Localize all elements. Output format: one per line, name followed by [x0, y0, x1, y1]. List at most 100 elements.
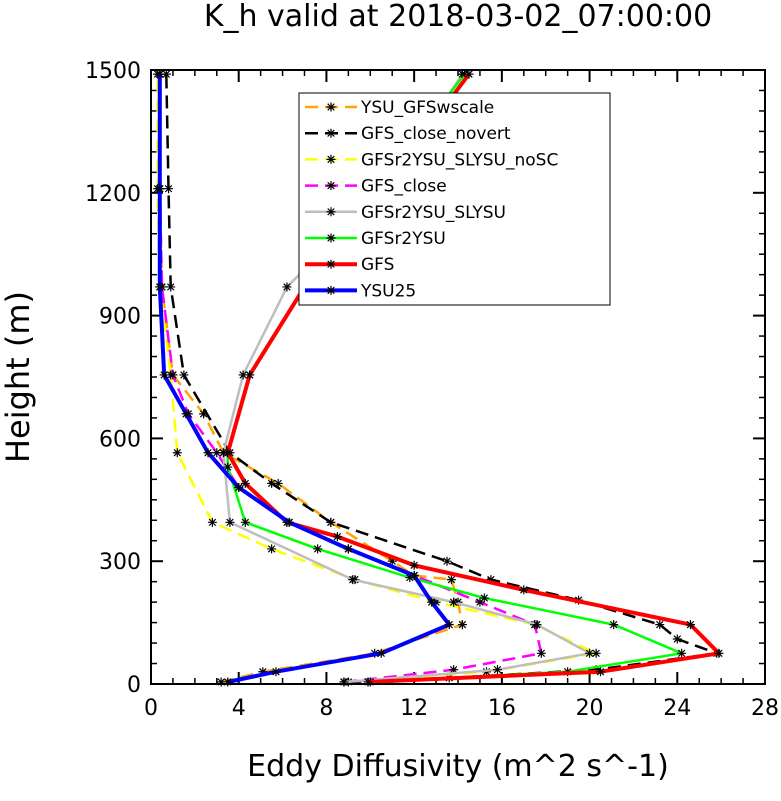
- data-point-ysu-gfswscale: [199, 409, 209, 419]
- data-point-gfsr2ysu: [405, 573, 415, 583]
- data-point-gfsr2ysu: [609, 620, 619, 630]
- y-tick-label: 1200: [85, 182, 141, 207]
- data-point-ysu25: [409, 571, 419, 581]
- data-point-gfs: [519, 585, 529, 595]
- data-point-gfsr2ysu-slysu: [449, 597, 459, 607]
- data-point-gfs-close-novert: [179, 370, 189, 380]
- legend-marker-gfs-close: [326, 181, 336, 191]
- legend-label-gfsr2ysu-slysu: GFSr2YSU_SLYSU: [361, 203, 506, 223]
- data-point-gfs-close-novert: [672, 634, 682, 644]
- data-point-gfs: [409, 560, 419, 570]
- legend-label-ysu-gfswscale: YSU_GFSwscale: [360, 98, 494, 118]
- data-point-ysu-gfswscale: [216, 677, 226, 687]
- data-point-ysu25: [234, 483, 244, 493]
- legend-label-ysu25: YSU25: [360, 281, 416, 301]
- data-point-ysu25: [181, 409, 191, 419]
- legend-label-gfsr2ysu-slysu-nosc: GFSr2YSU_SLYSU_noSC: [361, 150, 558, 170]
- legend-marker-gfsr2ysu: [326, 233, 336, 243]
- x-tick-label: 16: [488, 696, 516, 721]
- data-point-ysu25: [427, 597, 437, 607]
- data-point-ysu25: [343, 544, 353, 554]
- data-point-ysu25: [271, 667, 281, 677]
- legend-marker-gfsr2ysu-slysu: [326, 207, 336, 217]
- legend: YSU_GFSwscale GFS_close_novert GFSr2YSU_SL…: [298, 92, 611, 306]
- data-point-gfsr2ysu-slysu: [348, 575, 358, 585]
- legend-label-gfs-close: GFS_close: [361, 177, 447, 197]
- legend-label-gfsr2ysu: GFSr2YSU: [361, 229, 446, 249]
- x-tick-label: 12: [400, 696, 428, 721]
- data-point-ysu-gfswscale: [273, 478, 283, 488]
- data-point-gfsr2ysu-slysu: [238, 370, 248, 380]
- series-line-gfs-close: [158, 74, 543, 684]
- legend-marker-gfsr2ysu-slysu-nosc: [326, 154, 336, 164]
- x-tick-label: 4: [232, 696, 246, 721]
- data-point-gfsr2ysu: [240, 517, 250, 527]
- data-point-gfsr2ysu-slysu-nosc: [591, 648, 601, 658]
- data-point-gfsr2ysu: [677, 648, 687, 658]
- chart-title: K_h valid at 2018-03-02_07:00:00: [204, 0, 712, 34]
- data-point-ysu25: [376, 648, 386, 658]
- data-point-gfs-close: [475, 597, 485, 607]
- data-point-ysu25: [203, 448, 213, 458]
- data-point-gfs-close-novert: [326, 517, 336, 527]
- data-point-gfs-close-novert: [442, 556, 452, 566]
- data-point-gfs: [363, 677, 373, 687]
- data-point-ysu-gfswscale: [387, 556, 397, 566]
- series-gfs: [223, 69, 724, 687]
- data-point-ysu25: [444, 620, 454, 630]
- data-point-gfsr2ysu-slysu: [585, 648, 595, 658]
- data-point-gfs-close-novert: [164, 184, 174, 194]
- plot-frame: [150, 69, 766, 685]
- data-point-gfsr2ysu-slysu: [339, 677, 349, 687]
- y-tick-label: 0: [127, 673, 141, 698]
- legend-box: [298, 92, 611, 306]
- x-tick-label: 28: [751, 696, 779, 721]
- data-point-gfs: [332, 532, 342, 542]
- data-point-gfs-close-novert: [486, 575, 496, 585]
- data-point-gfs-close-novert: [655, 620, 665, 630]
- y-tick-label: 600: [99, 427, 141, 452]
- legend-label-gfs: GFS: [361, 255, 394, 275]
- data-point-gfsr2ysu-slysu: [532, 620, 542, 630]
- legend-marker-ysu25: [326, 285, 336, 295]
- x-tick-label: 20: [576, 696, 604, 721]
- data-point-ysu-gfswscale: [457, 620, 467, 630]
- data-point-gfs: [596, 667, 606, 677]
- y-axis-label: Height (m): [0, 291, 37, 463]
- data-point-ysu-gfswscale: [446, 575, 456, 585]
- data-point-gfs: [240, 478, 250, 488]
- legend-label-gfs-close-novert: GFS_close_novert: [361, 124, 511, 144]
- data-point-gfsr2ysu-slysu: [225, 517, 235, 527]
- x-tick-label: 24: [663, 696, 691, 721]
- data-point-ysu25: [155, 69, 165, 79]
- data-point-gfs: [223, 448, 233, 458]
- data-point-gfsr2ysu-slysu-nosc: [207, 517, 217, 527]
- data-point-gfs: [714, 648, 724, 658]
- legend-marker-gfs-close-novert: [326, 128, 336, 138]
- data-point-gfsr2ysu: [223, 462, 233, 472]
- data-point-gfsr2ysu-slysu-nosc: [267, 544, 277, 554]
- y-tick-label: 300: [99, 550, 141, 575]
- data-point-gfs-close-novert: [161, 69, 171, 79]
- data-point-gfs-close: [212, 448, 222, 458]
- data-point-ysu25: [223, 677, 233, 687]
- data-point-gfs-close-novert: [591, 665, 601, 675]
- data-point-gfsr2ysu-slysu: [282, 282, 292, 292]
- data-point-gfs-close-novert: [267, 478, 277, 488]
- legend-marker-ysu-gfswscale: [326, 102, 336, 112]
- data-point-ysu25: [284, 517, 294, 527]
- data-point-ysu-gfswscale: [258, 667, 268, 677]
- y-tick-label: 1500: [85, 59, 141, 84]
- x-tick-label: 8: [319, 696, 333, 721]
- data-point-gfs-close: [536, 648, 546, 658]
- data-point-gfs-close: [168, 370, 178, 380]
- data-point-gfs-close-novert: [166, 282, 176, 292]
- data-point-gfsr2ysu: [313, 544, 323, 554]
- data-point-gfsr2ysu: [479, 593, 489, 603]
- data-point-gfsr2ysu-slysu: [492, 665, 502, 675]
- data-point-gfs: [464, 69, 474, 79]
- series-line-gfs: [225, 72, 721, 684]
- data-point-gfs-close: [449, 665, 459, 675]
- data-point-ysu25: [159, 370, 169, 380]
